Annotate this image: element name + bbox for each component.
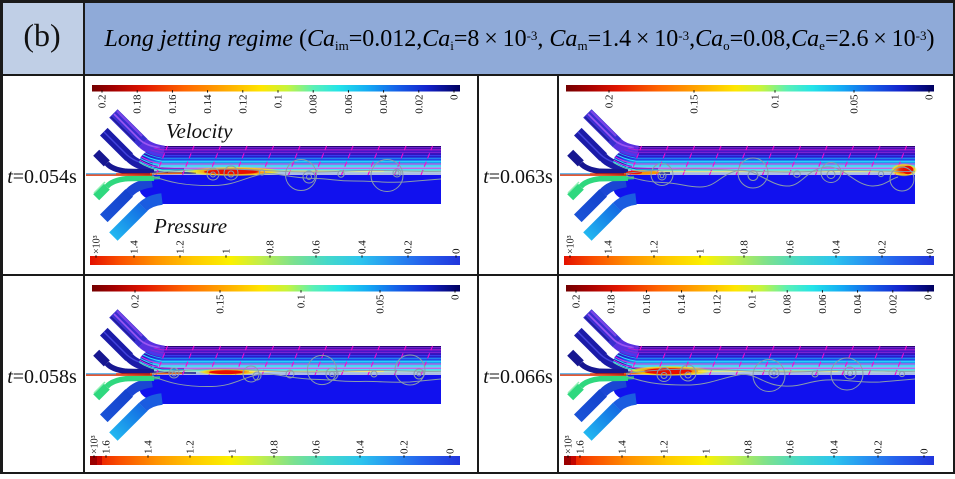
svg-text:0.06: 0.06 [343,94,355,114]
svg-text:1.4: 1.4 [603,240,615,254]
svg-text:0.1: 0.1 [296,295,308,309]
svg-text:0.2: 0.2 [399,440,411,454]
svg-text:0: 0 [445,448,457,454]
svg-text:0.2: 0.2 [604,95,616,109]
svg-text:0.2: 0.2 [130,295,142,309]
svg-text:1: 1 [227,449,239,455]
svg-text:0.14: 0.14 [676,294,688,314]
svg-text:0.06: 0.06 [817,294,829,314]
svg-text:1: 1 [695,249,707,255]
svg-text:0.02: 0.02 [887,295,899,314]
svg-text:×10³: ×10³ [564,435,575,454]
svg-text:0.1: 0.1 [747,295,759,309]
svg-text:0: 0 [451,248,463,254]
svg-text:1: 1 [701,449,713,455]
svg-text:0.1: 0.1 [273,95,285,109]
svg-text:0.04: 0.04 [852,294,864,314]
svg-text:0.08: 0.08 [782,294,794,314]
svg-text:0.6: 0.6 [785,440,797,454]
svg-text:0.15: 0.15 [215,294,227,314]
svg-text:1.2: 1.2 [175,240,187,254]
svg-text:0.08: 0.08 [308,94,320,114]
svg-text:0.8: 0.8 [269,440,281,454]
svg-text:0.18: 0.18 [606,294,618,314]
svg-text:0.05: 0.05 [375,294,387,314]
svg-text:0: 0 [923,294,935,300]
svg-text:0.05: 0.05 [849,94,861,114]
svg-text:0.04: 0.04 [378,94,390,114]
svg-text:0.2: 0.2 [877,240,889,254]
svg-text:1.6: 1.6 [575,440,587,454]
svg-text:0.4: 0.4 [831,240,843,254]
svg-text:Pressure: Pressure [153,214,227,238]
svg-text:1.4: 1.4 [143,440,155,454]
svg-text:0: 0 [449,94,461,100]
svg-text:0: 0 [924,94,936,100]
svg-text:0: 0 [925,248,937,254]
svg-text:0.2: 0.2 [97,95,109,109]
svg-text:0.2: 0.2 [403,240,415,254]
svg-text:0.8: 0.8 [265,240,277,254]
svg-text:1.4: 1.4 [129,240,141,254]
svg-text:1.4: 1.4 [617,440,629,454]
svg-text:0.8: 0.8 [739,240,751,254]
svg-text:1.2: 1.2 [649,240,661,254]
svg-text:1.2: 1.2 [185,440,197,454]
svg-text:1: 1 [221,249,233,255]
svg-text:0.6: 0.6 [311,240,323,254]
svg-text:0.15: 0.15 [689,94,701,114]
svg-text:0.2: 0.2 [873,440,885,454]
svg-text:0: 0 [919,448,931,454]
svg-text:0.12: 0.12 [237,95,249,114]
svg-text:0.8: 0.8 [743,440,755,454]
svg-text:0.4: 0.4 [829,440,841,454]
svg-text:0.4: 0.4 [357,240,369,254]
svg-text:1.6: 1.6 [101,440,113,454]
svg-text:0.14: 0.14 [202,94,214,114]
svg-text:0: 0 [450,294,462,300]
svg-text:0.16: 0.16 [641,294,653,314]
svg-text:Velocity: Velocity [166,119,233,143]
svg-text:1.2: 1.2 [659,440,671,454]
svg-text:×10³: ×10³ [92,235,103,254]
svg-text:0.18: 0.18 [132,94,144,114]
svg-text:×10³: ×10³ [90,435,101,454]
svg-text:0.12: 0.12 [711,295,723,314]
svg-text:0.1: 0.1 [770,95,782,109]
svg-text:0.16: 0.16 [167,94,179,114]
svg-text:0.02: 0.02 [413,95,425,114]
svg-text:×10³: ×10³ [566,235,577,254]
svg-text:0.4: 0.4 [355,440,367,454]
svg-text:0.6: 0.6 [785,240,797,254]
svg-text:0.2: 0.2 [571,295,583,309]
svg-text:0.6: 0.6 [311,440,323,454]
